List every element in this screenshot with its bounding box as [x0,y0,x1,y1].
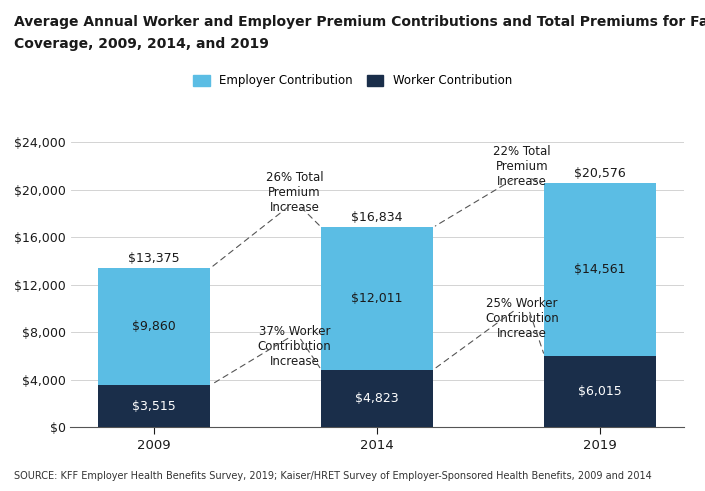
Text: Average Annual Worker and Employer Premium Contributions and Total Premiums for : Average Annual Worker and Employer Premi… [14,15,705,29]
Text: $13,375: $13,375 [128,252,180,266]
Text: 22% Total
Premium
Increase: 22% Total Premium Increase [493,145,551,188]
Legend: Employer Contribution, Worker Contribution: Employer Contribution, Worker Contributi… [188,70,517,92]
Bar [321,227,433,370]
Text: Coverage, 2009, 2014, and 2019: Coverage, 2009, 2014, and 2019 [14,37,269,51]
Text: 25% Worker
Contribution
Increase: 25% Worker Contribution Increase [485,297,559,339]
Bar [544,183,656,356]
Text: $14,561: $14,561 [575,263,626,276]
Bar [321,370,433,427]
Text: 26% Total
Premium
Increase: 26% Total Premium Increase [266,171,324,214]
Text: $3,515: $3,515 [133,400,176,413]
Text: $20,576: $20,576 [575,167,626,180]
Text: $6,015: $6,015 [578,385,622,398]
Bar [99,385,210,427]
Text: SOURCE: KFF Employer Health Benefits Survey, 2019; Kaiser/HRET Survey of Employe: SOURCE: KFF Employer Health Benefits Sur… [14,471,652,481]
Text: $12,011: $12,011 [351,292,403,305]
Text: $16,834: $16,834 [351,212,403,224]
Text: $9,860: $9,860 [133,321,176,333]
Text: 37% Worker
Contribution
Increase: 37% Worker Contribution Increase [258,325,331,368]
Bar [544,356,656,427]
Bar [99,269,210,385]
Text: $4,823: $4,823 [355,392,399,405]
